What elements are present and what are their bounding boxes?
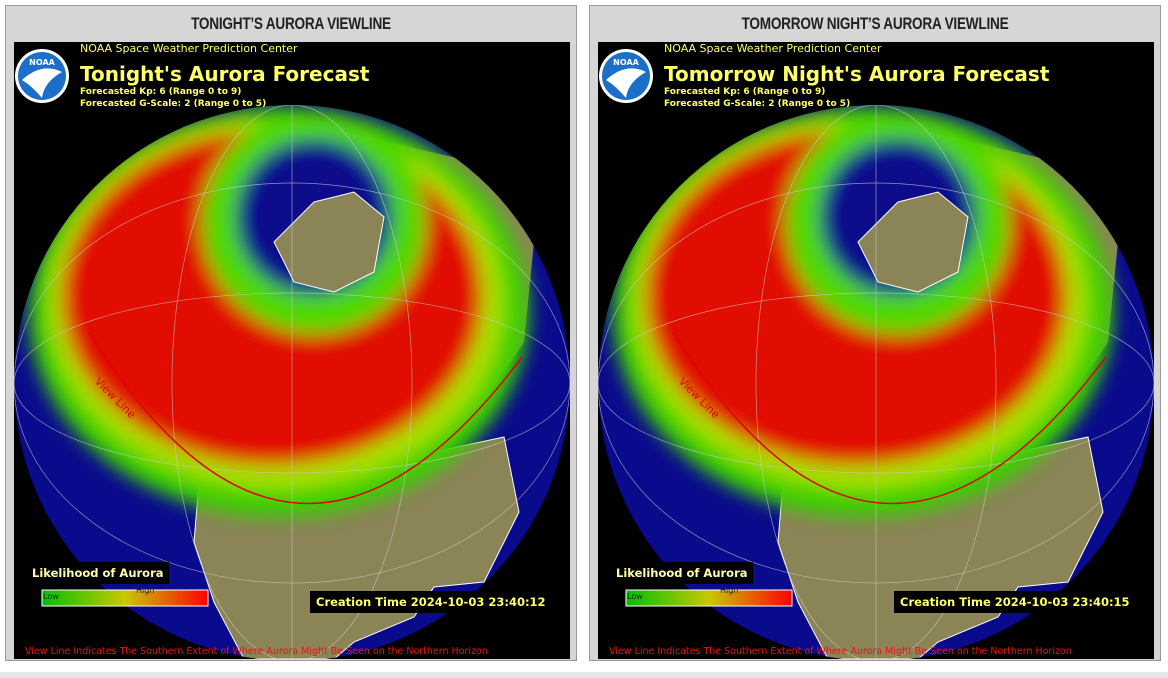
noaa-logo-text: NOAA [613,58,639,67]
kp: Forecasted Kp: 6 (Range 0 to 9) [80,87,241,97]
legend-title-box [26,562,169,584]
panel: TOMORROW NIGHT’S AURORA VIEWLINE View Lin… [589,5,1161,661]
legend-title: Likelihood of Aurora [616,566,748,580]
heading: Tonight's Aurora Forecast [80,62,370,86]
agency: NOAA Space Weather Prediction Center [80,42,298,55]
graticule [171,105,413,659]
g-scale: Forecasted G-Scale: 2 (Range 0 to 5) [80,99,266,109]
noaa-gull [606,68,646,98]
heading: Tomorrow Night's Aurora Forecast [664,62,1050,86]
view-line [88,331,523,505]
panel-title: TOMORROW NIGHT’S AURORA VIEWLINE [741,14,1009,33]
legend-high: High [720,586,738,595]
g-scale: Forecasted G-Scale: 2 (Range 0 to 5) [664,99,850,109]
arctic-land [273,191,385,293]
graticule [755,105,997,659]
panel-title: TONIGHT’S AURORA VIEWLINE [191,14,391,33]
creation-time: Creation Time 2024-10-03 23:40:12 [316,595,546,609]
panel: TONIGHT’S AURORA VIEWLINE View Line NOAA NO… [5,5,577,661]
creation-time: Creation Time 2024-10-03 23:40:15 [900,595,1130,609]
noaa-gull [22,68,62,98]
view-line [672,331,1107,505]
creation-box [894,591,1134,613]
legend-bar [625,589,793,607]
footer-note: View Line Indicates The Southern Extent … [609,646,1072,657]
globe [598,105,1154,659]
globe [14,105,570,659]
legend-low: Low [627,592,643,601]
kp: Forecasted Kp: 6 (Range 0 to 9) [664,87,825,97]
legend-title: Likelihood of Aurora [32,566,164,580]
legend-title-box [610,562,753,584]
footer-note: View Line Indicates The Southern Extent … [25,646,488,657]
legend-bar [41,589,209,607]
noaa-logo-text: NOAA [29,58,55,67]
legend-low: Low [43,592,59,601]
arctic-land [857,191,969,293]
scroll-strip [0,672,1168,678]
legend-high: High [136,586,154,595]
agency: NOAA Space Weather Prediction Center [664,42,882,55]
creation-box [310,591,550,613]
